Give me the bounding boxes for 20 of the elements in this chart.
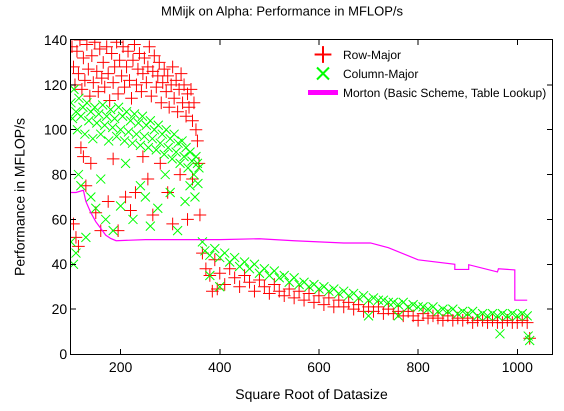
y-tick-label: 20 [52, 301, 68, 318]
x-tick-label: 800 [406, 358, 430, 375]
y-tick-label: 60 [52, 211, 68, 228]
x-axis-title: Square Root of Datasize [235, 386, 388, 402]
y-tick-label: 100 [44, 122, 68, 138]
chart-title: MMijk on Alpha: Performance in MFLOP/s [160, 3, 404, 18]
x-tick-label: 400 [208, 358, 232, 375]
legend-label: Column-Major [343, 67, 418, 82]
y-tick-label: 80 [52, 166, 68, 182]
legend-label: Row-Major [343, 48, 402, 62]
y-tick-label: 140 [44, 32, 68, 48]
y-tick-label: 120 [44, 76, 68, 93]
x-tick-label: 200 [108, 358, 132, 375]
x-tick-label: 600 [307, 358, 331, 375]
line-series [71, 190, 528, 301]
y-tick-label: 40 [52, 256, 68, 272]
legend-label: Morton (Basic Scheme, Table Lookup) [343, 86, 546, 100]
y-axis-title: Performance in MFLOP/s [11, 118, 28, 276]
y-tick-label: 0 [59, 346, 68, 362]
x-tick-label: 1000 [502, 358, 534, 375]
